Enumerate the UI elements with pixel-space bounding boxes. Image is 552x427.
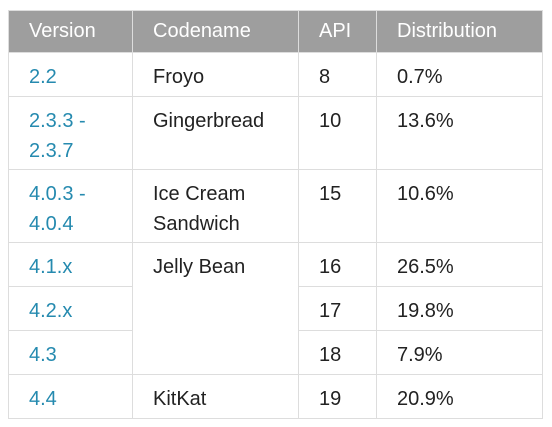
header-api: API: [298, 10, 377, 53]
codename-cell: [132, 330, 299, 375]
distribution-cell: 0.7%: [376, 52, 543, 97]
api-cell: 19: [298, 374, 377, 419]
version-link[interactable]: 4.0.3 - 4.0.4: [8, 169, 133, 243]
codename-cell: [132, 286, 299, 331]
distribution-cell: 10.6%: [376, 169, 543, 243]
api-cell: 10: [298, 96, 377, 170]
table-row: 4.0.3 - 4.0.4 Ice Cream Sandwich 15 10.6…: [8, 169, 543, 243]
header-codename: Codename: [132, 10, 299, 53]
api-cell: 18: [298, 330, 377, 375]
version-link[interactable]: 2.3.3 - 2.3.7: [8, 96, 133, 170]
codename-cell: Ice Cream Sandwich: [132, 169, 299, 243]
distribution-cell: 19.8%: [376, 286, 543, 331]
version-link[interactable]: 4.1.x: [8, 242, 133, 287]
header-version: Version: [8, 10, 133, 53]
codename-cell: Gingerbread: [132, 96, 299, 170]
version-link[interactable]: 4.4: [8, 374, 133, 419]
table-row: 4.3 18 7.9%: [8, 330, 543, 375]
codename-cell: Jelly Bean: [132, 242, 299, 287]
codename-cell: Froyo: [132, 52, 299, 97]
table-row: 4.4 KitKat 19 20.9%: [8, 374, 543, 419]
table-row: 4.1.x Jelly Bean 16 26.5%: [8, 242, 543, 287]
distribution-cell: 26.5%: [376, 242, 543, 287]
api-cell: 8: [298, 52, 377, 97]
version-link[interactable]: 4.3: [8, 330, 133, 375]
distribution-cell: 7.9%: [376, 330, 543, 375]
api-cell: 15: [298, 169, 377, 243]
distribution-cell: 20.9%: [376, 374, 543, 419]
header-row: Version Codename API Distribution: [8, 10, 543, 53]
android-version-distribution-table: Version Codename API Distribution 2.2 Fr…: [8, 10, 543, 419]
version-link[interactable]: 2.2: [8, 52, 133, 97]
codename-cell: KitKat: [132, 374, 299, 419]
header-distribution: Distribution: [376, 10, 543, 53]
table-row: 2.3.3 - 2.3.7 Gingerbread 10 13.6%: [8, 96, 543, 170]
table-row: 2.2 Froyo 8 0.7%: [8, 52, 543, 97]
api-cell: 17: [298, 286, 377, 331]
version-link[interactable]: 4.2.x: [8, 286, 133, 331]
distribution-cell: 13.6%: [376, 96, 543, 170]
table-row: 4.2.x 17 19.8%: [8, 286, 543, 331]
api-cell: 16: [298, 242, 377, 287]
